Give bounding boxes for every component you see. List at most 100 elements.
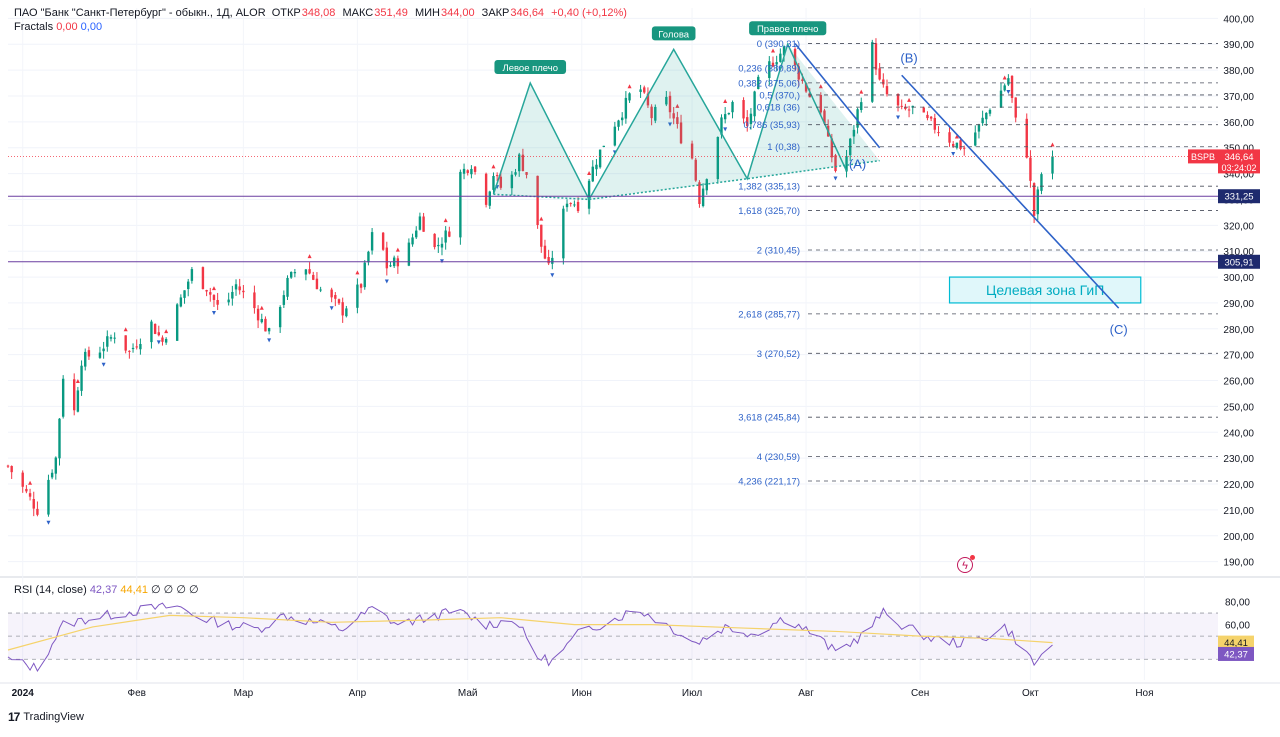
candle-body	[448, 231, 451, 237]
candle-body	[21, 472, 24, 487]
fractal-down-marker	[439, 259, 444, 264]
candle-body	[440, 243, 444, 248]
candle-body	[598, 149, 602, 168]
fractal-down-marker	[384, 279, 389, 284]
fib-label: 3,618 (245,84)	[738, 413, 800, 424]
candle-body	[150, 321, 153, 343]
tradingview-brand: TradingView	[23, 711, 84, 723]
candle-body	[499, 176, 503, 188]
y-tick-label: 210,00	[1223, 506, 1254, 517]
candle-body	[227, 299, 230, 303]
candle-body	[433, 233, 436, 248]
candle-body	[679, 122, 683, 144]
pattern-label: Голова	[658, 29, 689, 40]
candle-body	[804, 82, 808, 92]
high-value: 351,49	[374, 7, 408, 19]
candle-body	[514, 172, 517, 175]
y-tick-label: 200,00	[1223, 532, 1254, 543]
ticker-label: ПАО "Банк "Санкт-Петербург" - обыкн., 1Д…	[14, 7, 266, 19]
rsi-empty-1: ∅	[151, 584, 161, 596]
candle-body	[345, 308, 348, 317]
x-tick-label: Июн	[572, 688, 592, 699]
candle-body	[1010, 75, 1014, 98]
symbol-tag: BSPB	[1191, 152, 1215, 162]
candle-body	[1040, 174, 1043, 191]
y-tick-label: 280,00	[1223, 325, 1254, 336]
candle-body	[690, 143, 694, 159]
fractal-up-marker	[539, 216, 544, 221]
fractal-up-marker	[907, 97, 912, 102]
wave-label: (A)	[849, 156, 866, 171]
fractal-up-marker	[211, 286, 216, 291]
candle-body	[757, 76, 760, 89]
candle-body	[981, 117, 984, 124]
candle-body	[466, 170, 469, 173]
candle-body	[617, 120, 620, 127]
pattern-label: Правое плечо	[757, 24, 818, 35]
candle-body	[705, 179, 708, 191]
candle-body	[948, 132, 951, 143]
candle-body	[102, 348, 105, 352]
candle-body	[1003, 85, 1006, 91]
candle-body	[779, 53, 782, 62]
candle-body	[161, 337, 164, 342]
rsi-tick-label: 80,00	[1225, 598, 1250, 609]
price-tag: 305,91	[1224, 257, 1253, 268]
fractal-up-marker	[307, 254, 312, 259]
candle-body	[76, 390, 80, 412]
candle-body	[562, 208, 565, 259]
candle-body	[473, 166, 477, 172]
fractal-up-marker	[28, 480, 33, 485]
candle-body	[84, 351, 87, 367]
fractal-down-marker	[550, 273, 555, 278]
candle-body	[676, 117, 679, 124]
open-value: 348,08	[301, 7, 336, 19]
fractal-down-marker	[46, 520, 51, 525]
candle-body	[209, 292, 212, 295]
candle-body	[238, 286, 241, 291]
candle-body	[742, 100, 745, 119]
countdown-value: 03:24:02	[1221, 163, 1256, 173]
candle-body	[396, 258, 400, 267]
y-tick-label: 320,00	[1223, 221, 1254, 232]
candle-body	[551, 257, 554, 264]
candle-body	[28, 493, 32, 497]
fractal-up-marker	[587, 170, 592, 175]
price-tag: 331,25	[1224, 192, 1253, 203]
rsi-ma-line	[7, 614, 1053, 651]
candle-body	[58, 418, 61, 459]
candle-body	[525, 172, 528, 175]
candle-body	[823, 110, 826, 124]
fib-label: 0 (390,31)	[757, 39, 800, 50]
x-tick-label: Апр	[349, 688, 367, 699]
candle-body	[459, 171, 462, 238]
candle-body	[36, 508, 39, 515]
fractal-up-marker	[859, 89, 864, 94]
candle-body	[576, 201, 580, 212]
candle-body	[1051, 156, 1054, 174]
fib-label: 2 (310,45)	[757, 246, 800, 257]
wave-label: (C)	[1110, 322, 1128, 337]
candle-body	[212, 295, 216, 300]
candle-body	[260, 318, 263, 323]
lightning-alert-icon[interactable]: ϟ	[957, 555, 975, 573]
x-tick-label: Фев	[127, 688, 145, 699]
candle-body	[312, 274, 315, 280]
candle-body	[418, 216, 422, 230]
candle-body	[256, 308, 260, 321]
candle-body	[720, 117, 723, 135]
candle-body	[293, 272, 297, 274]
fractal-up-marker	[123, 327, 128, 332]
candle-body	[164, 338, 168, 343]
candle-body	[999, 90, 1003, 108]
fractal-down-marker	[668, 122, 673, 127]
fractal-up-marker	[770, 48, 775, 53]
candle-body	[536, 175, 539, 225]
candle-body	[845, 156, 848, 172]
y-tick-label: 250,00	[1223, 402, 1254, 413]
y-tick-label: 360,00	[1223, 118, 1254, 129]
candle-body	[878, 68, 881, 80]
low-label: МИН	[414, 7, 440, 19]
